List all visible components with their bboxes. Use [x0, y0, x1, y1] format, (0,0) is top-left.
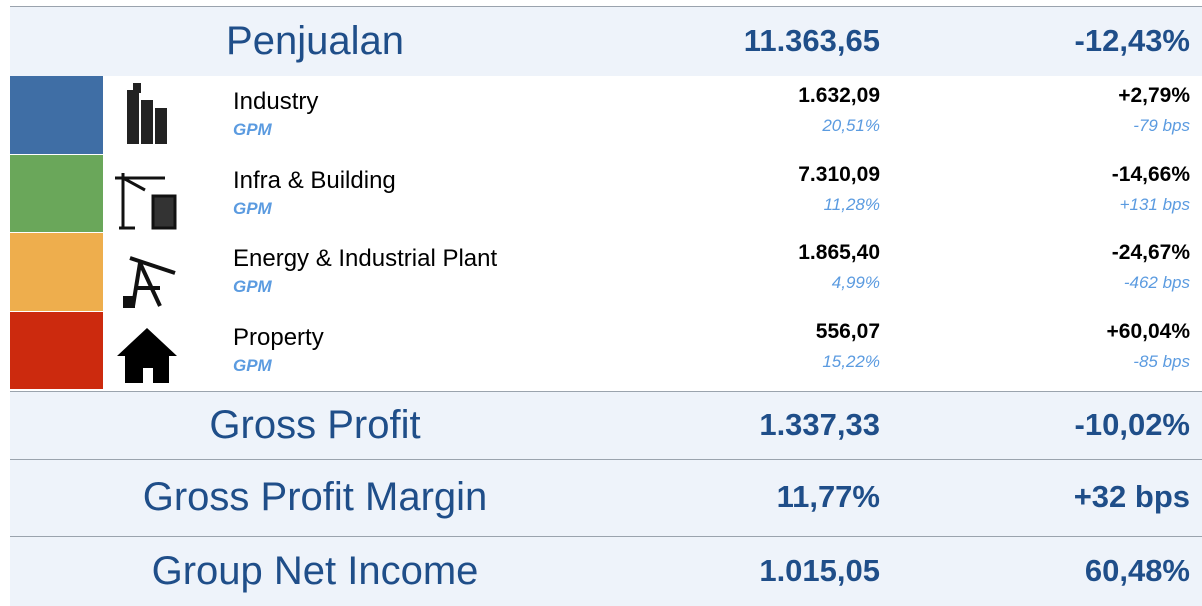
- segment-change: -14,66%: [1111, 162, 1190, 186]
- segment-metric-change: +131 bps: [1119, 194, 1190, 214]
- row-value: 11,77%: [776, 479, 880, 514]
- row-change: -10,02%: [1074, 406, 1190, 442]
- segment-color: [10, 154, 103, 232]
- row-value: 1.337,33: [759, 406, 880, 442]
- row-change: +32 bps: [1073, 479, 1190, 514]
- segment-name: Energy & Industrial Plant: [233, 245, 498, 272]
- segment-value: 7.310,09: [798, 162, 880, 186]
- row-value: 11.363,65: [743, 22, 880, 58]
- segment-metric-change: -462 bps: [1123, 273, 1190, 292]
- segment-metric-value: 11,28%: [823, 194, 880, 214]
- icons: [115, 83, 177, 383]
- row-band: [10, 6, 1202, 76]
- row-value: 1.015,05: [759, 552, 880, 588]
- segment-value: 1.632,09: [798, 84, 880, 107]
- segment-change: +2,79%: [1118, 84, 1190, 107]
- segment-name: Infra & Building: [233, 166, 396, 194]
- segment-name: Industry: [233, 88, 319, 115]
- row-label: Penjualan: [226, 18, 404, 63]
- row-change: 60,48%: [1084, 552, 1190, 588]
- segment-color: [10, 76, 103, 154]
- segment-metric-value: 15,22%: [822, 351, 880, 371]
- segment-value: 556,07: [815, 319, 880, 343]
- row-band: [10, 459, 1202, 536]
- segment-metric: GPM: [233, 198, 272, 218]
- segment-change: -24,67%: [1111, 241, 1190, 264]
- row-label: Group Net Income: [151, 548, 479, 593]
- segment-metric: GPM: [233, 120, 272, 139]
- row-label: Gross Profit: [209, 402, 421, 447]
- segment-metric-change: -85 bps: [1133, 351, 1190, 371]
- segment-metric: GPM: [233, 277, 272, 296]
- segment-metric-value: 20,51%: [822, 116, 880, 135]
- segment-metric: GPM: [233, 355, 272, 375]
- row-change: -12,43%: [1074, 22, 1190, 58]
- segment-name: Property: [233, 323, 324, 351]
- segment-color: [10, 311, 103, 389]
- row-band: [10, 536, 1202, 606]
- row-band: [10, 391, 1202, 459]
- segment-metric-change: -79 bps: [1133, 116, 1190, 135]
- segment-metric-value: 4,99%: [831, 273, 880, 292]
- segment-change: +60,04%: [1106, 319, 1191, 343]
- row-label: Gross Profit Margin: [142, 475, 488, 519]
- segment-value: 1.865,40: [798, 241, 880, 264]
- segment-color: [10, 233, 103, 311]
